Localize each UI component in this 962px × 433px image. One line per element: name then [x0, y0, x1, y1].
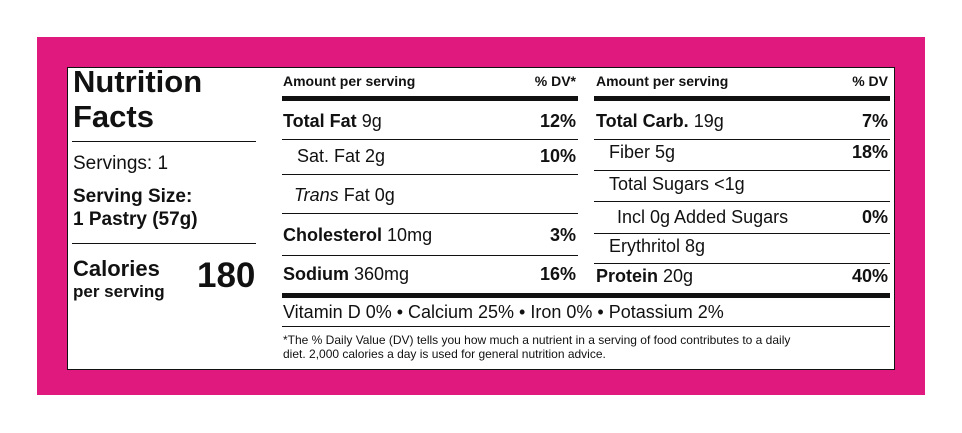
nutrient-amount: 8g	[685, 236, 706, 256]
servings-text: Servings: 1	[73, 153, 169, 174]
nutrient-row-protein: Protein 20g	[596, 266, 693, 287]
nutrient-name: Protein	[596, 266, 659, 286]
nutrient-name: Total Carb.	[596, 111, 689, 131]
left-header-amount: Amount per serving	[283, 73, 416, 89]
calories-label: Calories	[73, 256, 160, 281]
row-rule	[594, 263, 890, 264]
nutrient-row-sodium: Sodium 360mg	[283, 264, 409, 285]
nutrient-amount: 5g	[655, 142, 676, 162]
nutrient-amount: 360mg	[354, 264, 410, 284]
nutrient-row-added-sugars: Incl 0g Added Sugars	[617, 207, 789, 227]
nutrient-name: Cholesterol	[283, 225, 383, 245]
serving-size-value: 1 Pastry (57g)	[73, 209, 198, 230]
row-rule	[594, 170, 890, 171]
row-rule	[282, 326, 890, 327]
row-rule	[282, 174, 578, 175]
row-rule	[282, 139, 578, 140]
per-serving-label: per serving	[73, 282, 165, 301]
row-rule	[594, 201, 890, 202]
footnote-line-1: *The % Daily Value (DV) tells you how mu…	[283, 333, 791, 347]
row-rule	[594, 139, 890, 140]
nutrient-amount: Fat 0g	[343, 185, 395, 205]
footnote-line-2: diet. 2,000 calories a day is used for g…	[283, 347, 606, 361]
nutrient-amount: 2g	[365, 146, 386, 166]
nutrient-amount: 10mg	[387, 225, 433, 245]
title-line-2: Facts	[73, 99, 154, 134]
nutrient-name: Sodium	[283, 264, 349, 284]
right-header-amount: Amount per serving	[596, 73, 729, 89]
nutrient-dv: 0%	[861, 207, 888, 227]
left-header-dv: % DV*	[534, 73, 576, 89]
thick-rule	[282, 293, 890, 298]
nutrient-row-total-sugars: Total Sugars <1g	[609, 174, 745, 195]
calories-value: 180	[197, 256, 256, 295]
nutrient-dv: 3%	[549, 225, 576, 245]
thick-rule	[594, 96, 890, 101]
nutrient-row-erythritol: Erythritol 8g	[609, 236, 705, 257]
nutrient-row-cholesterol: Cholesterol 10mg	[283, 225, 432, 246]
nutrient-dv: 12%	[539, 111, 576, 131]
nutrient-name: Total Fat	[283, 111, 357, 131]
nutrient-name: Sat. Fat	[297, 146, 361, 166]
row-rule	[594, 233, 890, 234]
nutrient-row-trans-fat: Trans Fat 0g	[294, 185, 395, 206]
nutrient-row-total-carb: Total Carb. 19g	[596, 111, 724, 132]
nutrient-amount: 9g	[361, 111, 382, 131]
nutrient-name: Total Sugars	[609, 174, 710, 194]
nutrient-amount: 20g	[663, 266, 694, 286]
thick-rule	[282, 96, 578, 101]
row-rule	[282, 255, 578, 256]
nutrient-name: Trans	[294, 185, 339, 205]
vitamins-line: Vitamin D 0% • Calcium 25% • Iron 0% • P…	[283, 302, 724, 322]
nutrient-dv: 10%	[539, 146, 576, 166]
nutrient-dv: 16%	[539, 264, 576, 284]
nutrient-name: Erythritol	[609, 236, 681, 256]
nutrient-dv: 40%	[851, 266, 888, 286]
nutrient-name: Fiber	[609, 142, 651, 162]
nutrient-row-sat-fat: Sat. Fat 2g	[297, 146, 385, 167]
nutrient-amount: <1g	[714, 174, 745, 194]
row-rule	[282, 213, 578, 214]
right-header-dv: % DV	[852, 73, 888, 89]
nutrient-dv: 18%	[851, 142, 888, 162]
nutrient-row-total-fat: Total Fat 9g	[283, 111, 382, 132]
title-line-1: Nutrition	[73, 64, 203, 99]
serving-size-label: Serving Size:	[73, 186, 193, 207]
nutrient-dv: 7%	[861, 111, 888, 131]
nutrient-row-fiber: Fiber 5g	[609, 142, 675, 163]
divider	[72, 141, 256, 142]
divider	[72, 243, 256, 244]
nutrient-amount: 19g	[693, 111, 724, 131]
nutrition-facts-panel	[67, 67, 895, 370]
